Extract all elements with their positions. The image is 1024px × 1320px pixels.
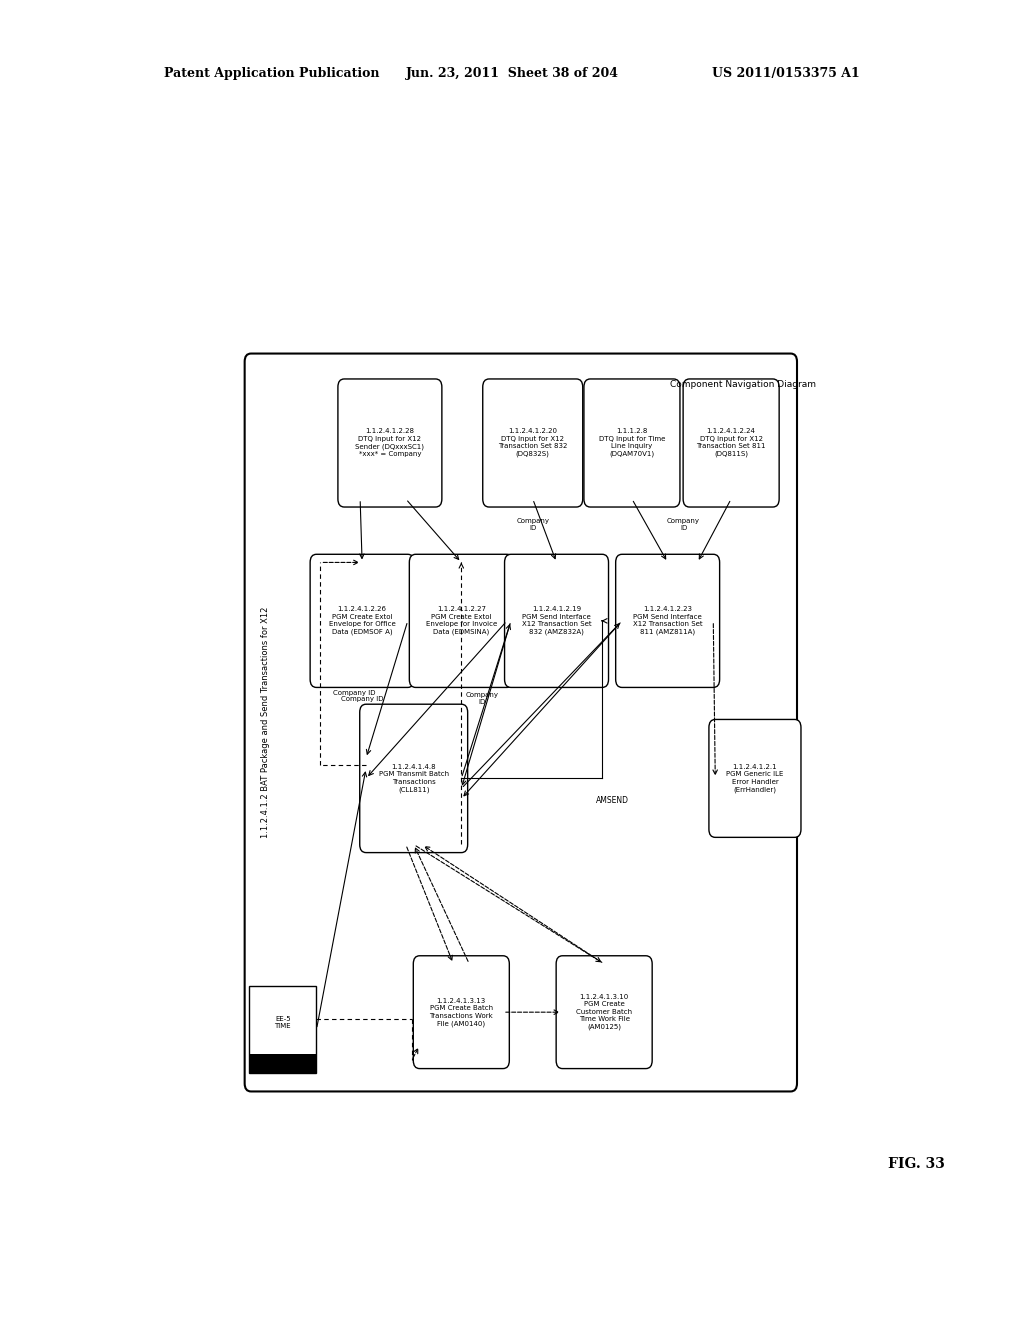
FancyBboxPatch shape <box>709 719 801 837</box>
FancyBboxPatch shape <box>359 704 468 853</box>
Text: 1.1.2.4.1.2.27
PGM Create Extol
Envelope for Invoice
Data (EDMSINA): 1.1.2.4.1.2.27 PGM Create Extol Envelope… <box>426 606 497 635</box>
FancyBboxPatch shape <box>338 379 442 507</box>
Text: Company ID: Company ID <box>341 696 383 702</box>
Text: Jun. 23, 2011  Sheet 38 of 204: Jun. 23, 2011 Sheet 38 of 204 <box>406 67 618 81</box>
FancyBboxPatch shape <box>245 354 797 1092</box>
Text: Company
ID: Company ID <box>516 517 549 531</box>
FancyBboxPatch shape <box>414 956 509 1069</box>
Text: Patent Application Publication: Patent Application Publication <box>164 67 379 81</box>
FancyBboxPatch shape <box>556 956 652 1069</box>
Text: 1.1.2.4.1.2.26
PGM Create Extol
Envelope for Office
Data (EDMSOF A): 1.1.2.4.1.2.26 PGM Create Extol Envelope… <box>329 606 395 635</box>
FancyBboxPatch shape <box>584 379 680 507</box>
Text: 1.1.2.4.1.3.13
PGM Create Batch
Transactions Work
File (AM0140): 1.1.2.4.1.3.13 PGM Create Batch Transact… <box>429 998 494 1027</box>
FancyBboxPatch shape <box>410 554 513 688</box>
Text: AMSEND: AMSEND <box>596 796 629 805</box>
Text: Company
ID: Company ID <box>667 517 700 531</box>
Text: 1.1.2.4.1.2.24
DTQ Input for X12
Transaction Set 811
(DQ811S): 1.1.2.4.1.2.24 DTQ Input for X12 Transac… <box>696 429 766 458</box>
Text: 1.1.2.4.1.4.8
PGM Transmit Batch
Transactions
(CLL811): 1.1.2.4.1.4.8 PGM Transmit Batch Transac… <box>379 764 449 793</box>
Text: 1.1.2.4.1.2.23
PGM Send Interface
X12 Transaction Set
811 (AMZ811A): 1.1.2.4.1.2.23 PGM Send Interface X12 Tr… <box>633 606 702 635</box>
Text: 1.1.2.4.1.2 BAT Package and Send Transactions for X12: 1.1.2.4.1.2 BAT Package and Send Transac… <box>261 607 269 838</box>
Text: US 2011/0153375 A1: US 2011/0153375 A1 <box>713 67 860 81</box>
Text: FIG. 33: FIG. 33 <box>888 1158 945 1171</box>
FancyBboxPatch shape <box>310 554 414 688</box>
Text: Company
ID: Company ID <box>465 692 499 705</box>
Bar <box>249 986 316 1073</box>
FancyBboxPatch shape <box>482 379 583 507</box>
Text: 1.1.2.4.1.3.10
PGM Create
Customer Batch
Time Work File
(AM0125): 1.1.2.4.1.3.10 PGM Create Customer Batch… <box>577 994 632 1031</box>
FancyBboxPatch shape <box>505 554 608 688</box>
Text: Component Navigation Diagram: Component Navigation Diagram <box>670 380 816 388</box>
Text: EE-5
TIME: EE-5 TIME <box>274 1016 291 1030</box>
Text: 1.1.2.4.1.2.28
DTQ Input for X12
Sender (DQxxxSC1)
*xxx* = Company: 1.1.2.4.1.2.28 DTQ Input for X12 Sender … <box>355 429 424 458</box>
Text: 1.1.2.4.1.2.19
PGM Send Interface
X12 Transaction Set
832 (AMZ832A): 1.1.2.4.1.2.19 PGM Send Interface X12 Tr… <box>522 606 591 635</box>
Text: 1.1.2.4.1.2.1
PGM Generic ILE
Error Handler
(ErrHandler): 1.1.2.4.1.2.1 PGM Generic ILE Error Hand… <box>726 764 783 793</box>
Bar <box>249 1053 316 1073</box>
Text: Company ID: Company ID <box>333 690 376 696</box>
Text: 1.1.1.2.8
DTQ Input for Time
Line Inquiry
(DQAM70V1): 1.1.1.2.8 DTQ Input for Time Line Inquir… <box>599 429 666 458</box>
FancyBboxPatch shape <box>615 554 720 688</box>
Text: 1.1.2.4.1.2.20
DTQ Input for X12
Transaction Set 832
(DQ832S): 1.1.2.4.1.2.20 DTQ Input for X12 Transac… <box>498 429 567 458</box>
FancyBboxPatch shape <box>683 379 779 507</box>
